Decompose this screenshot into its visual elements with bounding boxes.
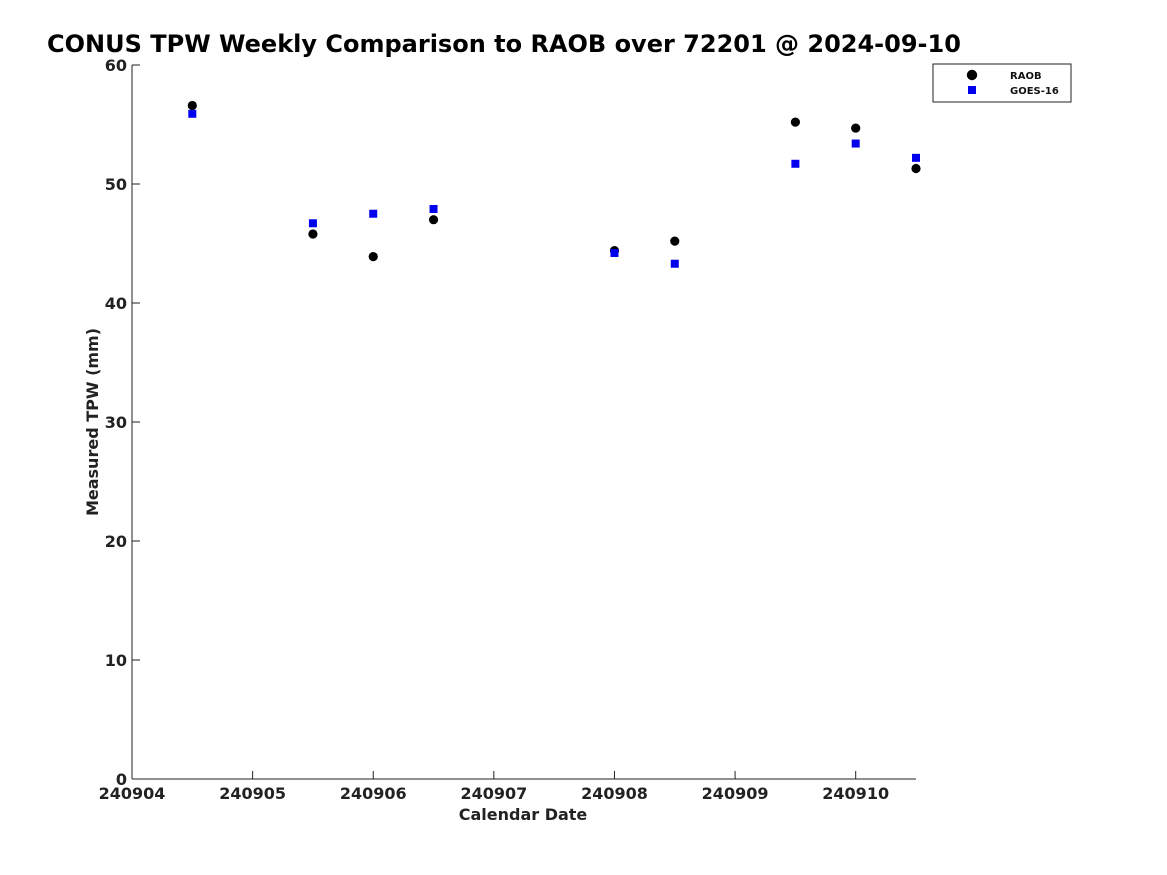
raob-point [851,123,861,133]
raob-point [790,117,800,127]
y-axis-label: Measured TPW (mm) [83,328,102,516]
goes-16-point [912,153,920,162]
y-tick-label: 50 [105,175,127,194]
goes-16-point [429,204,438,213]
x-axis-label: Calendar Date [459,805,588,824]
raob-point [911,163,921,174]
goes-16-point [369,209,378,218]
goes-16-point [851,139,860,148]
goes-16-point [670,259,679,268]
x-tick-label: 240905 [219,784,286,803]
goes-16-point [308,219,317,228]
raob-point [368,251,378,262]
x-tick-label: 240904 [99,784,166,803]
legend: RAOB GOES-16 [932,63,1072,103]
y-tick-label: 40 [105,294,127,313]
y-tick-label: 0 [116,770,127,789]
legend-box [932,63,1072,103]
x-tick-label: 240906 [340,784,407,803]
legend-marker-goes-16 [968,86,976,94]
goes-16-point [610,249,619,258]
x-tick-label: 240907 [460,784,527,803]
goes-16-point [791,159,800,168]
y-tick-label: 20 [105,532,127,551]
plot-area: 0 10 20 30 40 50 60 240904 240905 240906 240907 240… [99,56,921,803]
x-tick-label: 240910 [822,784,889,803]
x-tick-label: 240908 [581,784,648,803]
y-tick-label: 30 [105,413,127,432]
chart-title: CONUS TPW Weekly Comparison to RAOB over… [47,30,961,58]
legend-label-goes-16: GOES-16 [1010,86,1059,97]
raob-point [428,215,439,225]
y-tick-label: 60 [105,56,127,75]
y-tick-label: 10 [105,651,127,670]
goes-16-point [188,109,197,118]
legend-marker-raob [966,69,978,81]
raob-point [670,236,680,246]
legend-label-raob: RAOB [1010,71,1042,82]
raob-point [187,100,197,111]
raob-point [308,229,318,239]
x-tick-label: 240909 [702,784,769,803]
